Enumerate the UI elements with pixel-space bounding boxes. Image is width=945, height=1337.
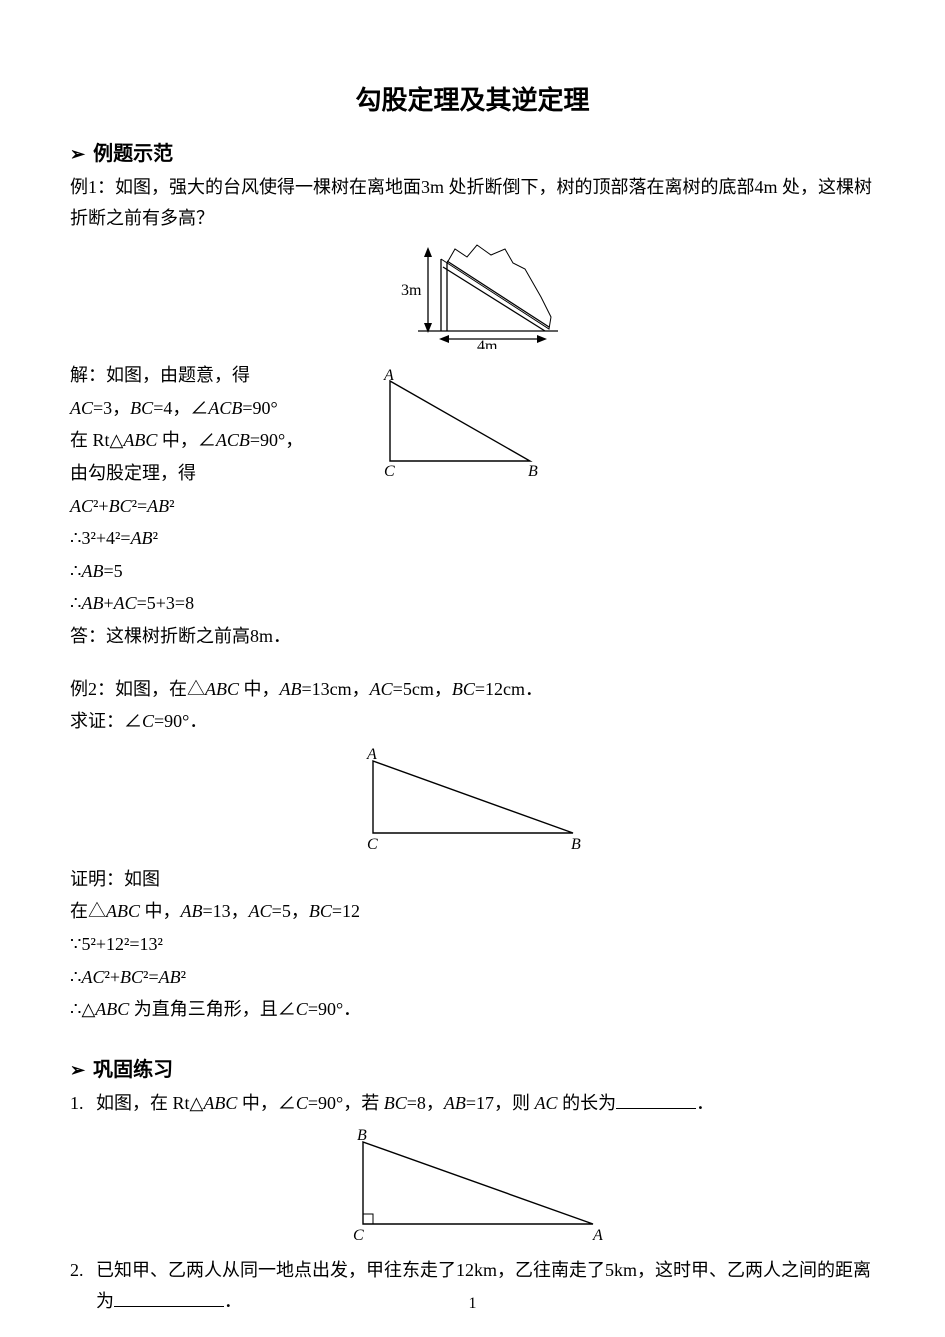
- example1-solution-block: A B C 解：如图，由题意，得 AC=3，BC=4，∠ACB=90° 在 Rt…: [70, 360, 875, 651]
- svg-text:B: B: [357, 1127, 367, 1144]
- ex2-pf-line3: ∵5²+12²=13²: [70, 929, 875, 960]
- arrow-icon: ➢: [70, 1060, 85, 1080]
- spacer: [70, 654, 875, 672]
- section-examples-label: 例题示范: [93, 143, 173, 165]
- example2-triangle: A B C: [343, 743, 603, 853]
- tree-w-label: 4m: [477, 338, 498, 349]
- arrow-icon: ➢: [70, 144, 85, 164]
- svg-text:C: C: [367, 836, 378, 853]
- page: 勾股定理及其逆定理 ➢ 例题示范 例1：如图，强大的台风使得一棵树在离地面3m 处…: [0, 0, 945, 1337]
- example2-prompt: 例2：如图，在△ABC 中，AB=13cm，AC=5cm，BC=12cm．: [70, 674, 875, 705]
- exercise-2-num: 2.: [70, 1255, 96, 1286]
- section-practice-heading: ➢ 巩固练习: [70, 1053, 875, 1082]
- example1-prompt: 例1：如图，强大的台风使得一棵树在离地面3m 处折断倒下，树的顶部落在离树的底部…: [70, 172, 875, 233]
- ex2-pf-line2: 在△ABC 中，AB=13，AC=5，BC=12: [70, 896, 875, 927]
- exercise-1-num: 1.: [70, 1088, 96, 1119]
- svg-text:B: B: [528, 463, 538, 476]
- exercise-1: 1. 如图，在 Rt△ABC 中，∠C=90°，若 BC=8，AB=17，则 A…: [70, 1088, 875, 1119]
- exercise1-triangle-figure: B A C: [70, 1124, 875, 1249]
- svg-text:A: A: [383, 367, 394, 384]
- page-title: 勾股定理及其逆定理: [70, 80, 875, 117]
- svg-text:B: B: [571, 836, 581, 853]
- section-examples-heading: ➢ 例题示范: [70, 137, 875, 166]
- ex1-sol-line8: ∴AB+AC=5+3=8: [70, 588, 875, 619]
- example1-tree-figure: 3m 4m: [70, 239, 875, 354]
- tree-diagram: 3m 4m: [373, 239, 573, 349]
- section-practice-label: 巩固练习: [93, 1059, 173, 1081]
- example1-triangle: A B C: [370, 366, 550, 476]
- ex2-pf-line1: 证明：如图: [70, 864, 875, 895]
- svg-text:A: A: [366, 746, 377, 763]
- example2-triangle-figure: A B C: [70, 743, 875, 858]
- example2-prove: 求证：∠C=90°．: [70, 706, 875, 737]
- svg-text:C: C: [353, 1227, 364, 1244]
- svg-text:C: C: [384, 463, 395, 476]
- page-number: 1: [0, 1295, 945, 1313]
- tree-h-label: 3m: [401, 282, 422, 299]
- ex1-sol-line7: ∴AB=5: [70, 556, 875, 587]
- exercise-1-body: 如图，在 Rt△ABC 中，∠C=90°，若 BC=8，AB=17，则 AC 的…: [96, 1088, 875, 1119]
- exercise1-triangle: B A C: [323, 1124, 623, 1244]
- blank-1: [616, 1090, 696, 1109]
- ex2-pf-line5: ∴△ABC 为直角三角形，且∠C=90°．: [70, 994, 875, 1025]
- spacer: [70, 1027, 875, 1041]
- ex1-answer: 答：这棵树折断之前高8m．: [70, 621, 875, 652]
- ex1-sol-line6: ∴3²+4²=AB²: [70, 523, 875, 554]
- ex2-pf-line4: ∴AC²+BC²=AB²: [70, 962, 875, 993]
- ex1-sol-line5: AC²+BC²=AB²: [70, 491, 875, 522]
- svg-text:A: A: [592, 1227, 603, 1244]
